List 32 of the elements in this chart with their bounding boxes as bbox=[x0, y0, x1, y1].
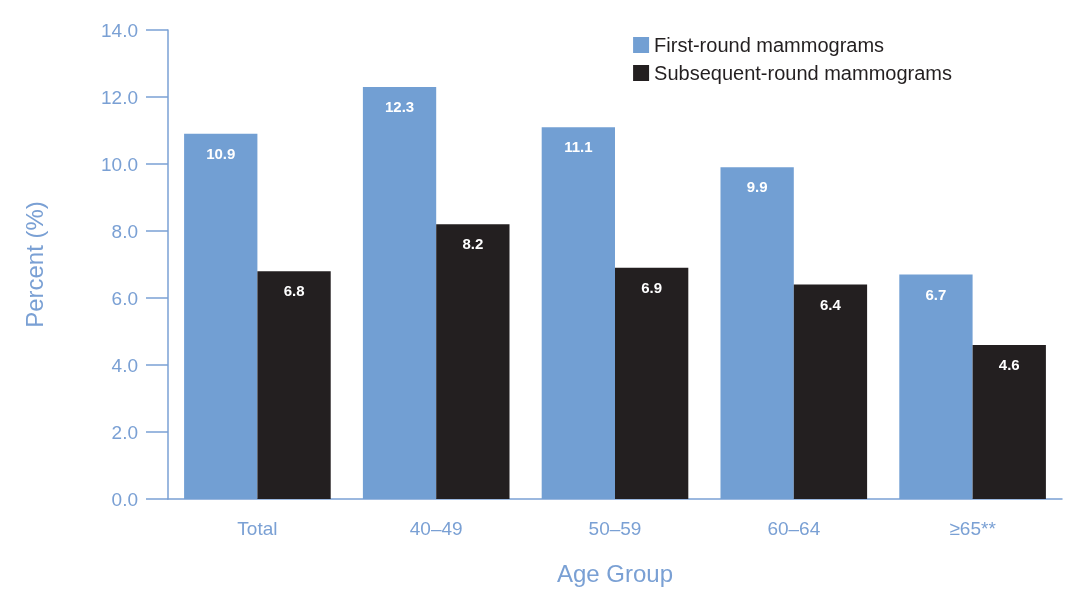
bar bbox=[793, 284, 868, 499]
y-axis-title: Percent (%) bbox=[20, 201, 48, 328]
bar bbox=[436, 224, 510, 499]
data-label: 6.9 bbox=[641, 278, 663, 296]
y-tick-label: 0.0 bbox=[111, 488, 138, 510]
x-axis-title: Age Group bbox=[556, 559, 674, 587]
x-tick-label: ≥65** bbox=[949, 518, 997, 539]
y-tick-label: 2.0 bbox=[111, 421, 138, 443]
data-label: 4.6 bbox=[998, 355, 1020, 373]
data-label: 9.9 bbox=[746, 178, 768, 196]
bar bbox=[972, 344, 1046, 499]
x-tick-label: 60–64 bbox=[767, 518, 821, 539]
bar bbox=[615, 267, 689, 499]
x-tick-label: 50–59 bbox=[588, 518, 642, 539]
y-tick-label: 4.0 bbox=[111, 354, 138, 376]
y-tick-label: 10.0 bbox=[101, 153, 138, 175]
y-tick-label: 6.0 bbox=[111, 287, 138, 309]
data-label: 8.2 bbox=[462, 235, 484, 253]
legend-label: Subsequent-round mammograms bbox=[654, 62, 952, 84]
y-tick-label: 12.0 bbox=[101, 86, 138, 108]
data-label: 6.8 bbox=[283, 282, 305, 300]
legend-label: First-round mammograms bbox=[654, 34, 885, 56]
data-label: 11.1 bbox=[564, 138, 593, 156]
data-label: 12.3 bbox=[384, 97, 415, 115]
data-label: 6.7 bbox=[925, 285, 947, 303]
data-label: 10.9 bbox=[206, 144, 236, 162]
y-tick-label: 8.0 bbox=[111, 220, 138, 242]
data-label: 6.4 bbox=[820, 295, 842, 313]
bar bbox=[257, 271, 331, 499]
x-tick-label: 40–49 bbox=[409, 518, 463, 539]
y-tick-label: 14.0 bbox=[101, 19, 138, 41]
x-tick-label: Total bbox=[237, 518, 278, 539]
